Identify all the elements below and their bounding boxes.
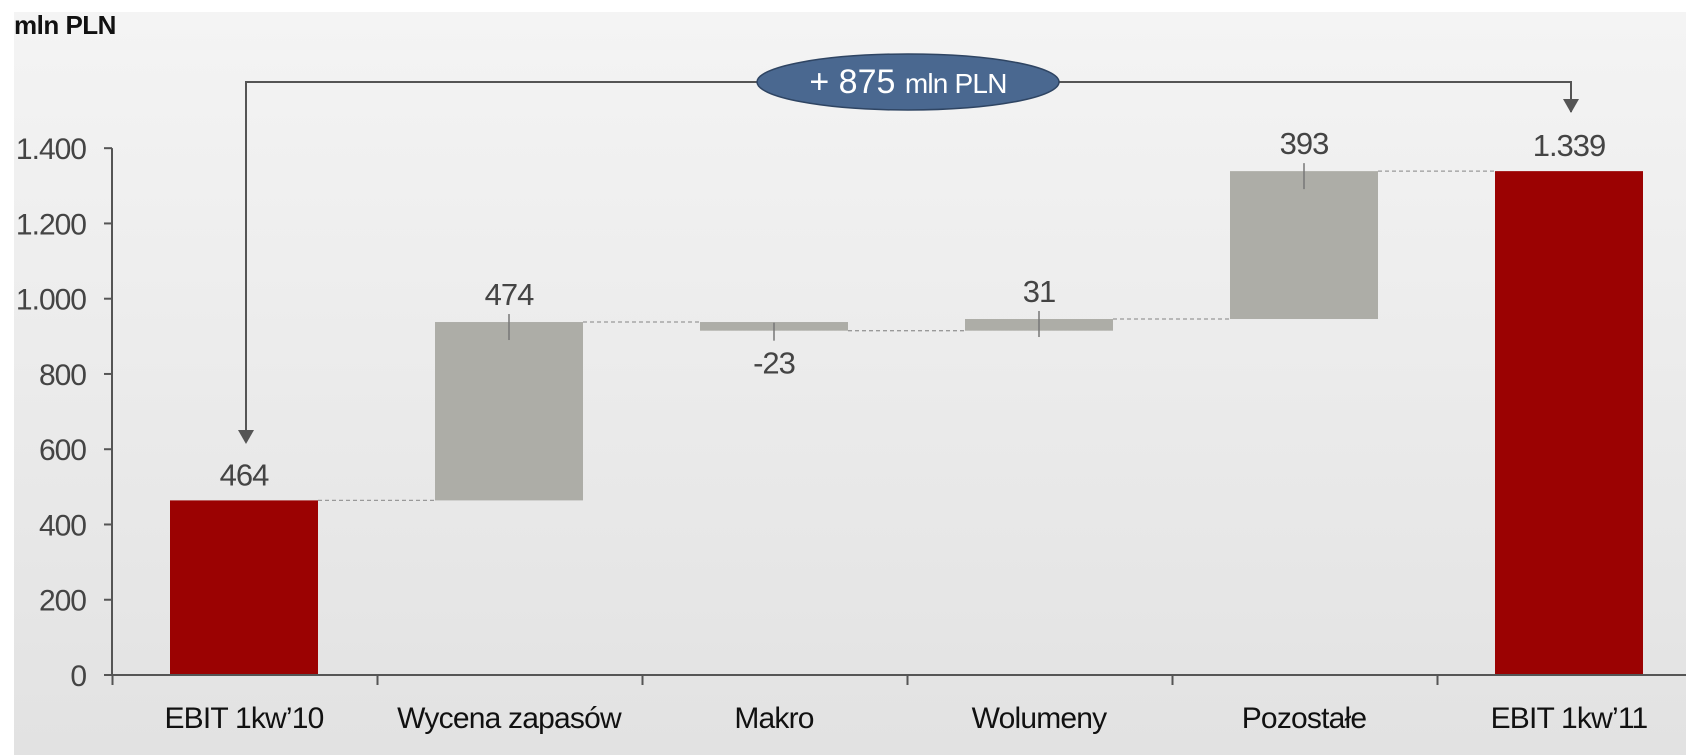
data-label-2: 474 xyxy=(485,277,534,312)
x-tick-label: Pozostałe xyxy=(1242,702,1367,735)
y-tick-label: 200 xyxy=(39,585,86,618)
axes: 0 200 400 600 800 1.000 1.200 1.400 EBIT 1kw’10 W… xyxy=(16,133,1686,735)
connector-lines xyxy=(318,170,1495,502)
unit-label: mln PLN xyxy=(14,10,116,40)
y-tick-label: 600 xyxy=(39,434,86,467)
x-tick-label: EBIT 1kw’10 xyxy=(164,702,323,735)
difference-badge xyxy=(756,53,1060,111)
data-label-5: 393 xyxy=(1280,126,1329,161)
x-tick-label: Wycena zapasów xyxy=(397,702,622,735)
bar-2 xyxy=(435,322,583,501)
y-tick-label: 0 xyxy=(70,660,86,693)
x-tick-label: Wolumeny xyxy=(972,702,1108,735)
y-tick-label: 800 xyxy=(39,359,86,392)
data-label-6: 1.339 xyxy=(1533,128,1606,163)
data-label-1: 464 xyxy=(220,457,269,492)
x-tick-label: EBIT 1kw’11 xyxy=(1491,702,1648,735)
bar-6 xyxy=(1495,171,1643,676)
x-tick-label: Makro xyxy=(734,702,813,735)
arrow-head-icon xyxy=(238,430,254,444)
difference-annotation: + 875 mln PLN xyxy=(238,53,1579,444)
value-labels: 464 474 -23 31 393 1.339 xyxy=(220,126,1607,492)
y-tick-label: 1.400 xyxy=(16,133,86,166)
difference-value: + 875 xyxy=(809,63,904,101)
y-tick-label: 400 xyxy=(39,509,86,542)
difference-unit: mln PLN xyxy=(905,68,1007,99)
difference-text: + 875 mln PLN xyxy=(809,63,1006,101)
y-tick-label: 1.000 xyxy=(16,284,86,317)
arrow-head-icon xyxy=(1563,99,1579,113)
data-label-3: -23 xyxy=(753,346,795,381)
bar-5 xyxy=(1230,171,1378,320)
y-tick-label: 1.200 xyxy=(16,208,86,241)
bar-1 xyxy=(170,500,318,675)
data-label-4: 31 xyxy=(1023,274,1055,309)
